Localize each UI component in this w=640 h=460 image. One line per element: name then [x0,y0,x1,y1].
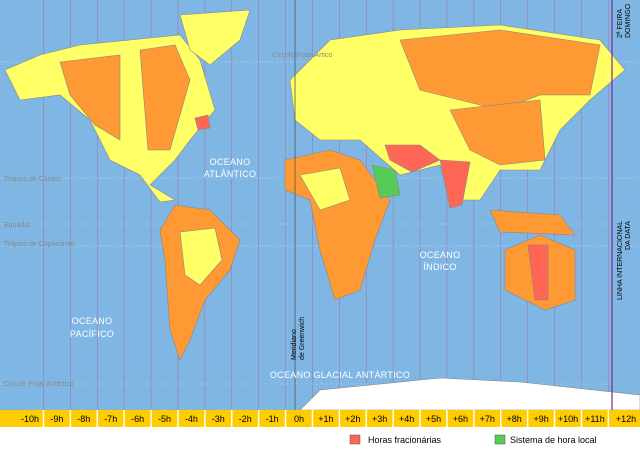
zone-label: +7h [480,414,495,424]
zone-label: -3h [212,414,225,424]
legend-swatch [494,434,506,445]
legend-label: Sistema de hora local [510,435,597,445]
zone-label: +5h [426,414,441,424]
indonesia [489,209,576,236]
zone-label: +9h [533,414,548,424]
legend-swatch [349,434,361,445]
latitude-label: Trópico de Câncer [4,176,62,183]
greenland [179,9,251,66]
latitude-label: Equador [4,222,31,229]
ocean-label: ÍNDICO [423,262,456,272]
day-label: DOMINGO [625,3,632,38]
zone-label: 0h [294,414,304,424]
ocean-label: OCEANO [420,250,461,260]
ocean-label: PACÍFICO [70,329,114,339]
antarctica [299,377,640,411]
land [4,9,640,411]
africa-zone [299,167,351,211]
zone-label: -2h [239,414,252,424]
china [449,99,546,166]
zone-label: +4h [399,414,414,424]
zone-label: -1h [266,414,279,424]
newfoundland [194,114,211,131]
zone-label: +12h [616,414,636,424]
zone-label: -6h [131,414,144,424]
zone-label: -8h [77,414,90,424]
latitude-label: Trópico de Capricórnio [4,241,75,248]
ocean-label: OCEANO GLACIAL ANTÁRTICO [270,370,410,380]
na-zone [59,54,121,141]
zone-label: +8h [507,414,522,424]
zone-label: -9h [50,414,63,424]
russia [399,29,601,111]
zone-label: +11h [585,414,605,424]
zone-label: +1h [318,414,333,424]
day-label: 2ª FEIRA [617,9,624,38]
zone-label: +2h [345,414,360,424]
date-line-label: LINHA INTERNACIONAL [617,221,624,300]
ocean-label: OCEANO [72,316,113,326]
date-line-label: DA DATA [625,221,632,250]
na-zone [139,44,191,151]
meridian-label: de Greenwich [299,317,306,360]
zone-label: +3h [372,414,387,424]
meridian-label: Meridiano [291,329,298,360]
zone-label: -7h [104,414,117,424]
latitude-label: Círculo Polar Ártico [272,50,332,59]
ocean-label: ATLÂNTICO [204,169,257,179]
legend-label: Horas fracionárias [368,435,442,445]
zone-labels: -10h -9h -8h -7h -6h -5h -4h -3h -2h -1h 0h +1h +2h +… [21,410,636,427]
india [439,159,471,209]
zone-label: +6h [453,414,468,424]
zone-label: +10h [558,414,578,424]
sa-zone [179,227,223,286]
ocean-label: OCEANO [210,157,251,167]
iran-region [384,144,441,173]
zone-label: -4h [185,414,198,424]
latitude-label: Círculo Polar Antártico [4,381,74,388]
zone-label: -10h [21,414,39,424]
saudi-arabia [371,164,401,199]
zone-label: -5h [158,414,171,424]
australia-central [527,244,549,301]
zone-bar [0,410,640,427]
